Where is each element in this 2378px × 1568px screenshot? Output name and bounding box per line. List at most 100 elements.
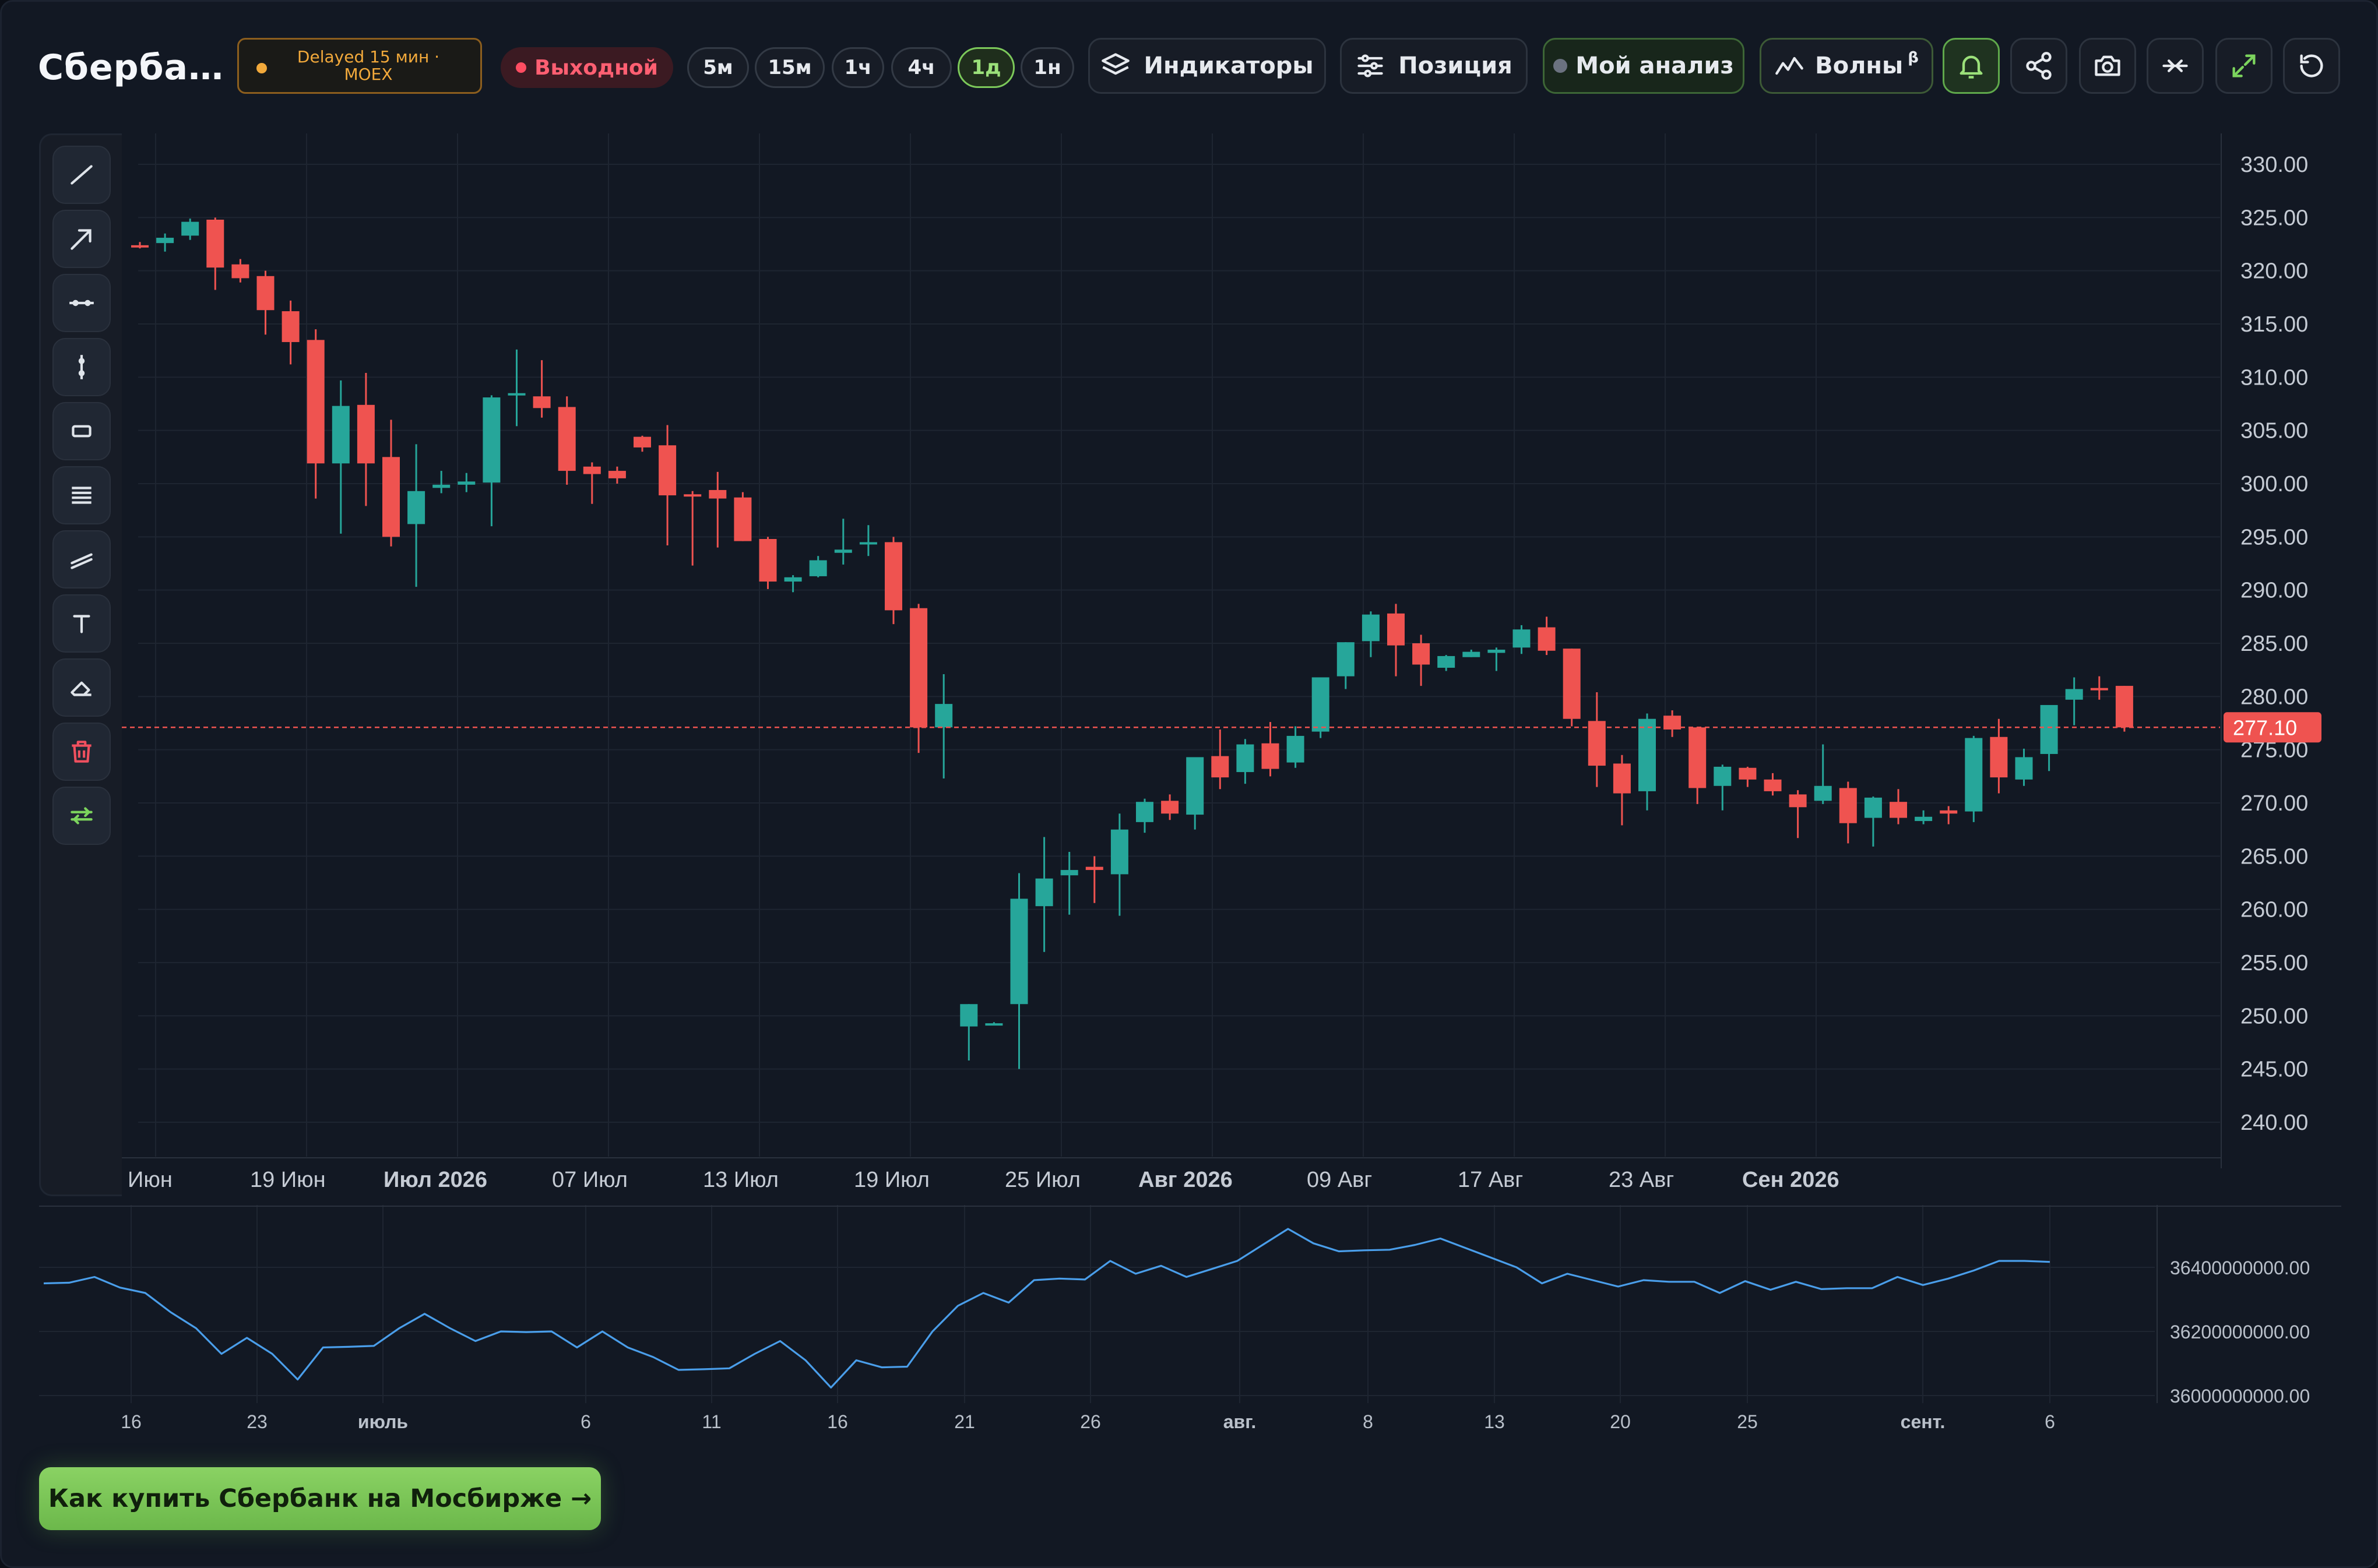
delete-drawings-tool[interactable] xyxy=(52,723,111,781)
candle[interactable] xyxy=(1814,744,1832,804)
candle[interactable] xyxy=(1412,635,1430,686)
candle[interactable] xyxy=(1110,813,1128,916)
candle[interactable] xyxy=(1336,642,1355,689)
candle[interactable] xyxy=(156,233,174,252)
candle[interactable] xyxy=(885,537,902,625)
candle[interactable] xyxy=(1387,604,1405,676)
candle[interactable] xyxy=(181,219,199,240)
candle[interactable] xyxy=(734,492,752,541)
candle[interactable] xyxy=(1714,764,1732,811)
candle[interactable] xyxy=(1990,718,2008,794)
eraser-tool[interactable] xyxy=(52,658,111,717)
candle[interactable] xyxy=(131,242,149,249)
timeframe-1h[interactable]: 1ч xyxy=(832,47,884,88)
candle[interactable] xyxy=(1437,655,1455,671)
candle[interactable] xyxy=(1789,790,1807,838)
candle[interactable] xyxy=(1538,616,1556,656)
candle[interactable] xyxy=(1512,625,1531,654)
candle[interactable] xyxy=(759,537,777,589)
candle[interactable] xyxy=(1890,789,1907,824)
candle[interactable] xyxy=(2115,686,2133,732)
candle[interactable] xyxy=(684,491,702,566)
candle[interactable] xyxy=(508,349,526,427)
candle[interactable] xyxy=(1864,797,1882,847)
vertical-line-tool[interactable] xyxy=(52,338,111,396)
waves-button[interactable]: Волны β xyxy=(1760,38,1933,94)
horizontal-line-tool[interactable] xyxy=(52,274,111,332)
candle[interactable] xyxy=(1638,713,1656,811)
candle[interactable] xyxy=(2040,704,2058,771)
trend-line-tool[interactable] xyxy=(52,146,111,204)
candle[interactable] xyxy=(859,525,877,556)
candle[interactable] xyxy=(307,329,325,499)
candle[interactable] xyxy=(558,396,576,485)
timeframe-15m[interactable]: 15м xyxy=(755,47,825,88)
candle[interactable] xyxy=(583,462,601,504)
candle[interactable] xyxy=(231,259,249,283)
indicator-series-line[interactable] xyxy=(43,1228,2050,1389)
candle[interactable] xyxy=(608,466,626,484)
candle[interactable] xyxy=(1362,611,1380,657)
candle[interactable] xyxy=(2015,748,2033,786)
candle[interactable] xyxy=(834,519,852,565)
timeframe-4h[interactable]: 4ч xyxy=(891,47,952,88)
candle[interactable] xyxy=(1186,757,1204,830)
candle[interactable] xyxy=(1060,852,1078,915)
candle[interactable] xyxy=(1136,798,1153,833)
fibonacci-tool[interactable] xyxy=(52,466,111,524)
candle[interactable] xyxy=(960,1004,978,1061)
candle[interactable] xyxy=(1211,729,1229,790)
candle[interactable] xyxy=(256,270,275,335)
candle[interactable] xyxy=(1965,735,1983,822)
candle[interactable] xyxy=(1311,677,1329,738)
candle[interactable] xyxy=(357,373,375,506)
candle[interactable] xyxy=(382,420,400,547)
timeframe-1d[interactable]: 1д xyxy=(958,47,1015,88)
candle[interactable] xyxy=(985,1022,1003,1026)
candle[interactable] xyxy=(1035,837,1053,952)
drawing-settings-tool[interactable] xyxy=(52,787,111,845)
screenshot-button[interactable] xyxy=(2079,38,2136,94)
candle[interactable] xyxy=(809,556,827,577)
candle[interactable] xyxy=(533,360,551,418)
candle[interactable] xyxy=(206,217,224,290)
text-tool[interactable] xyxy=(52,594,111,653)
indicator-chart-svg[interactable]: 36400000000.00 36200000000.00 36000000000.… xyxy=(39,1205,2341,1432)
candle[interactable] xyxy=(1663,710,1682,737)
candle[interactable] xyxy=(458,473,476,492)
candle[interactable] xyxy=(2090,676,2108,700)
rectangle-tool[interactable] xyxy=(52,402,111,460)
candle[interactable] xyxy=(1739,766,1757,787)
share-button[interactable] xyxy=(2010,38,2067,94)
indicators-button[interactable]: Индикаторы xyxy=(1088,38,1326,94)
candle[interactable] xyxy=(935,674,953,778)
indicator-panel[interactable]: 36400000000.00 36200000000.00 36000000000.… xyxy=(39,1205,2341,1432)
candle[interactable] xyxy=(432,471,451,494)
candle[interactable] xyxy=(709,471,727,548)
candle[interactable] xyxy=(1236,739,1254,784)
candle[interactable] xyxy=(1588,692,1606,787)
reset-button[interactable] xyxy=(2283,38,2340,94)
candle[interactable] xyxy=(1563,649,1581,727)
candle[interactable] xyxy=(1085,856,1103,903)
candle[interactable] xyxy=(1010,873,1028,1069)
candle[interactable] xyxy=(332,380,350,534)
candle[interactable] xyxy=(407,444,425,587)
candle[interactable] xyxy=(2065,677,2083,725)
candle[interactable] xyxy=(634,435,651,452)
candle[interactable] xyxy=(1915,810,1933,824)
ticker-title[interactable]: Сберба… xyxy=(38,47,224,88)
price-chart[interactable]: 330.00 325.00 320.00 315.00 310.00 305.00 300.… xyxy=(122,133,2342,1202)
candle[interactable] xyxy=(1688,727,1707,804)
alerts-button[interactable] xyxy=(1943,38,2000,94)
candle[interactable] xyxy=(1261,722,1279,777)
timeframe-5m[interactable]: 5м xyxy=(687,47,749,88)
candle[interactable] xyxy=(1613,755,1631,826)
my-analysis-button[interactable]: Мой анализ xyxy=(1543,38,1744,94)
how-to-buy-button[interactable]: Как купить Сбербанк на Мосбирже → xyxy=(39,1467,601,1530)
candle[interactable] xyxy=(1839,781,1857,844)
candlestick-chart-svg[interactable]: 330.00 325.00 320.00 315.00 310.00 305.00 300.… xyxy=(122,133,2342,1202)
compare-button[interactable] xyxy=(2147,38,2204,94)
candle[interactable] xyxy=(1764,773,1782,796)
position-button[interactable]: Позиция xyxy=(1340,38,1528,94)
